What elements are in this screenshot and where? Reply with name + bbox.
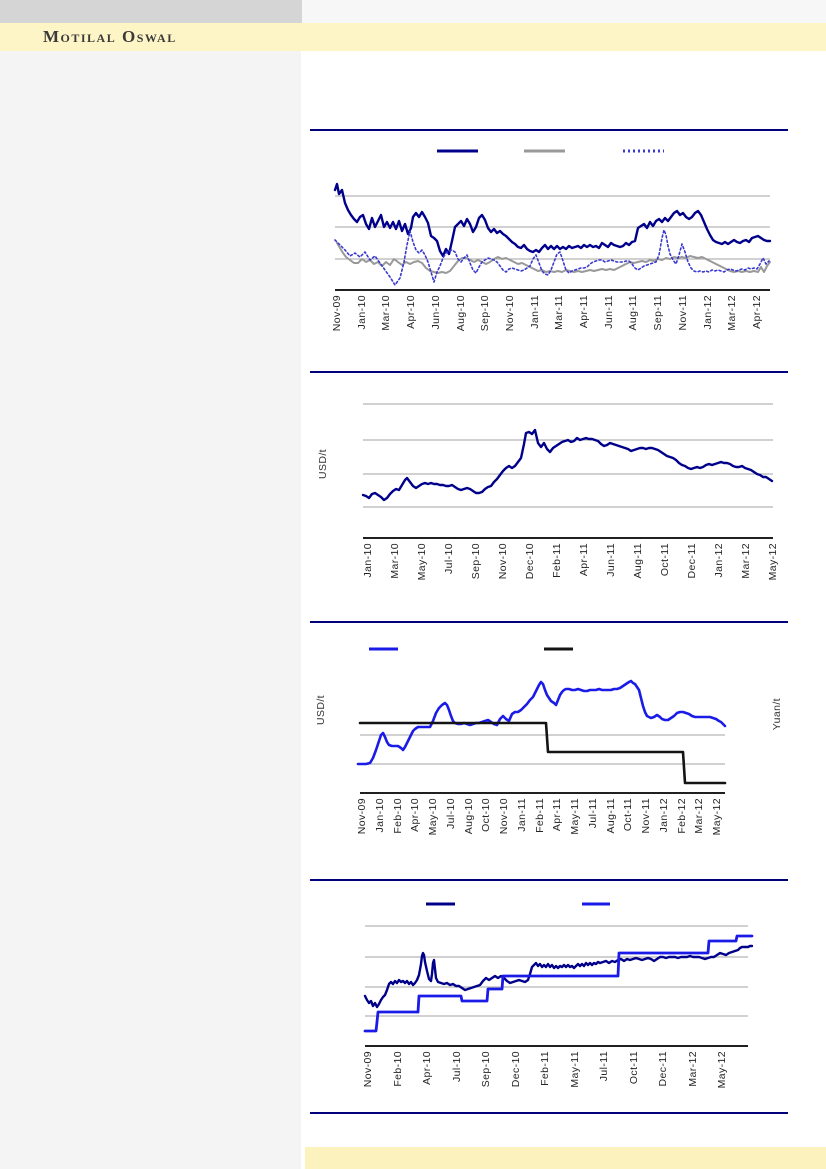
charts-content-area <box>301 51 826 1169</box>
top-right-strip <box>302 0 826 23</box>
top-gray-band <box>0 0 302 23</box>
footer-band <box>305 1147 826 1169</box>
brand-band: Motilal Oswal <box>0 23 826 51</box>
left-margin-panel <box>0 51 301 1169</box>
brand-logo-text: Motilal Oswal <box>43 27 177 46</box>
